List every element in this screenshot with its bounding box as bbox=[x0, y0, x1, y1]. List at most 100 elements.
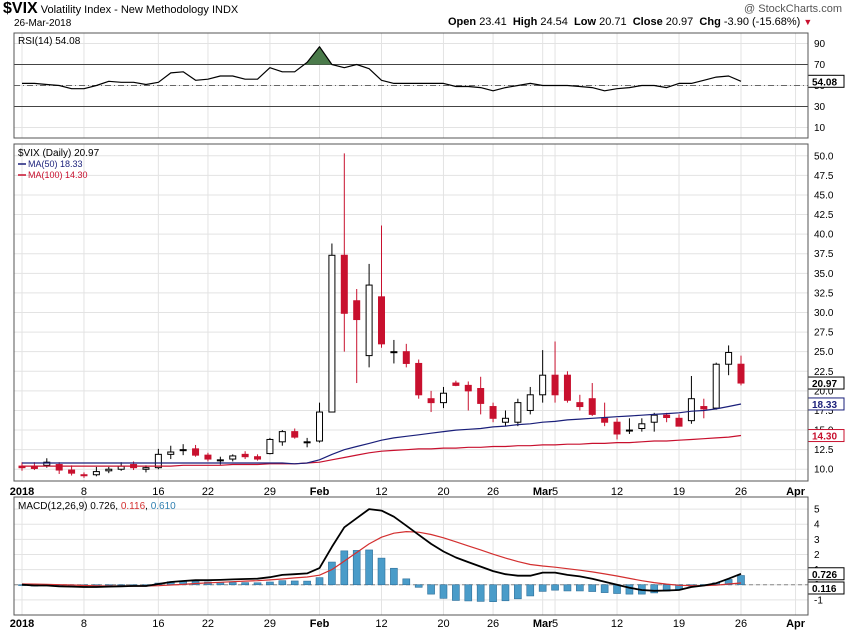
x-axis-label-2: 16 bbox=[152, 486, 164, 498]
candle-body-18 bbox=[241, 453, 249, 458]
macd-hist-bar-45 bbox=[576, 584, 584, 592]
price-tick-label-5: 22.5 bbox=[814, 367, 834, 378]
chg-value: -3.90 (-15.68%) bbox=[723, 16, 801, 28]
x-axis-label-6: 12 bbox=[375, 486, 387, 498]
ma100-legend: MA(100) 14.30 bbox=[28, 170, 88, 180]
price-tick-label-12: 40.0 bbox=[814, 230, 834, 241]
macd-hist-bar-34 bbox=[439, 584, 448, 599]
x-axis-label-9: Mar bbox=[533, 486, 553, 498]
candle-body-29 bbox=[378, 296, 385, 345]
rsi-tick-label-0: 10 bbox=[814, 123, 826, 134]
macd-legend-part-0: MACD(12,26,9) bbox=[18, 501, 90, 512]
candle-body-23 bbox=[303, 441, 311, 444]
macd-hist-bar-43 bbox=[551, 584, 559, 591]
x-axis-label-bottom-3: 22 bbox=[202, 618, 214, 630]
price-tick-label-6: 25.0 bbox=[814, 347, 834, 358]
macd-hist-bar-35 bbox=[452, 584, 460, 601]
price-tick-label-13: 42.5 bbox=[814, 210, 834, 221]
chart-date: 26-Mar-2018 bbox=[14, 18, 72, 29]
x-axis-label-7: 20 bbox=[437, 486, 449, 498]
macd-hist-bar-20 bbox=[266, 581, 274, 586]
candle-body-37 bbox=[477, 388, 485, 404]
macd-legend-part-3: , bbox=[145, 501, 151, 512]
high-label: High bbox=[512, 16, 538, 28]
x-axis-label-bottom-6: 12 bbox=[375, 618, 387, 630]
candle-body-38 bbox=[489, 406, 497, 419]
candle-body-5 bbox=[80, 474, 88, 477]
rsi-panel-frame bbox=[13, 32, 809, 139]
ma100-line bbox=[22, 434, 742, 467]
candle-body-54 bbox=[687, 398, 695, 422]
signal-last-value-text: 0.116 bbox=[812, 584, 837, 595]
candle-body-53 bbox=[675, 417, 683, 427]
x-axis-label-bottom-2: 16 bbox=[152, 618, 164, 630]
quote-bar: Open 23.41 High 24.54 Low 20.71 Close 20… bbox=[448, 16, 812, 28]
macd-hist-bar-17 bbox=[228, 582, 237, 586]
candle-body-26 bbox=[340, 254, 348, 314]
candle-body-15 bbox=[204, 454, 212, 460]
candle-body-16 bbox=[216, 459, 224, 462]
x-axis-label-bottom-1: 8 bbox=[81, 618, 87, 630]
candle-body-52 bbox=[663, 414, 671, 419]
x-axis-label-14: Apr bbox=[786, 486, 806, 498]
candle-body-17 bbox=[229, 455, 237, 460]
ma100-last-value-text: 14.30 bbox=[812, 432, 837, 443]
security-name: Volatility Index - New Methodology bbox=[40, 4, 209, 16]
macd-hist-bar-24 bbox=[315, 577, 324, 586]
candle-body-44 bbox=[563, 374, 571, 401]
price-tick-label-8: 30.0 bbox=[814, 308, 834, 319]
x-axis-label-bottom-12: 19 bbox=[673, 618, 685, 630]
x-axis-label-bottom-10: 5 bbox=[552, 618, 558, 630]
candle-body-47 bbox=[601, 417, 609, 423]
price-tick-label-15: 47.5 bbox=[814, 171, 834, 182]
candle-body-20 bbox=[266, 438, 274, 455]
macd-tick-label-5: 4 bbox=[814, 520, 820, 531]
candle-body-27 bbox=[353, 300, 361, 321]
x-axis-label-bottom-9: Mar bbox=[533, 618, 553, 630]
price-panel-frame bbox=[13, 143, 809, 482]
x-axis-label-bottom-13: 26 bbox=[735, 618, 747, 630]
candle-body-14 bbox=[192, 448, 200, 456]
candle-body-42 bbox=[539, 374, 547, 396]
macd-hist-bar-31 bbox=[402, 578, 411, 586]
x-axis-label-3: 22 bbox=[202, 486, 214, 498]
macd-tick-label-6: 5 bbox=[814, 505, 820, 516]
rsi-tick-label-1: 30 bbox=[814, 102, 826, 113]
macd-hist-bar-22 bbox=[290, 580, 299, 586]
x-axis-label-8: 26 bbox=[487, 486, 499, 498]
candle-body-7 bbox=[105, 468, 113, 472]
candle-body-51 bbox=[650, 414, 658, 423]
macd-hist-bar-46 bbox=[588, 584, 597, 592]
macd-hist-bar-51 bbox=[650, 584, 659, 594]
x-axis-label-5: Feb bbox=[310, 486, 330, 498]
macd-hist-bar-36 bbox=[464, 584, 473, 602]
x-axis-label-10: 5 bbox=[552, 486, 558, 498]
x-axis-label-0: 2018 bbox=[10, 486, 34, 498]
exchange-code: INDX bbox=[211, 4, 239, 16]
macd-hist-bar-33 bbox=[427, 584, 435, 595]
candle-body-56 bbox=[712, 363, 720, 409]
macd-hist-bar-27 bbox=[352, 550, 361, 586]
macd-hist-bar-39 bbox=[501, 584, 510, 602]
rsi-tick-label-4: 90 bbox=[814, 39, 826, 50]
ma50-line bbox=[22, 403, 742, 465]
macd-hist-bar-21 bbox=[278, 580, 287, 586]
macd-hist-bar-23 bbox=[303, 580, 311, 586]
rsi-legend: RSI(14) 54.08 bbox=[18, 36, 81, 47]
macd-hist-bar-44 bbox=[563, 584, 572, 592]
price-tick-label-14: 45.0 bbox=[814, 190, 834, 201]
candle-body-49 bbox=[625, 429, 633, 432]
price-tick-label-7: 27.5 bbox=[814, 328, 834, 339]
candle-body-21 bbox=[278, 431, 286, 443]
macd-tick-label-0: -1 bbox=[814, 595, 823, 606]
candle-body-39 bbox=[501, 417, 509, 423]
macd-hist-bar-38 bbox=[489, 584, 497, 602]
x-axis-label-bottom-0: 2018 bbox=[10, 618, 34, 630]
candle-body-28 bbox=[365, 284, 373, 357]
candle-body-34 bbox=[439, 392, 447, 404]
rsi-last-value-text: 54.08 bbox=[812, 77, 837, 88]
close-value: 20.97 bbox=[665, 16, 694, 28]
candle-body-36 bbox=[464, 384, 472, 392]
macd-hist-bar-29 bbox=[377, 557, 386, 586]
